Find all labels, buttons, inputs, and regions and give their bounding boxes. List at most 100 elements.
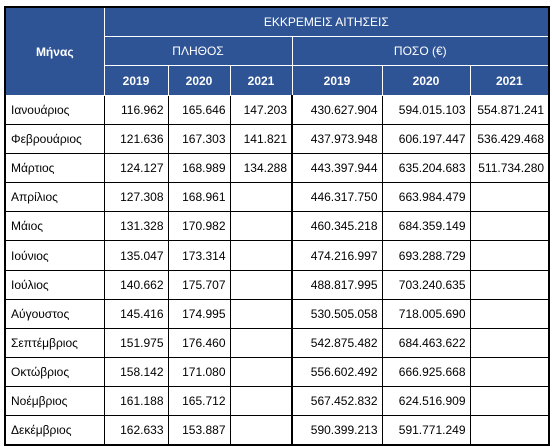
month-column-header: Μήνας <box>4 6 105 96</box>
amount-year-header: 2019 <box>291 65 383 96</box>
amount-cell: 488.817.995 <box>291 269 383 300</box>
table-row: Μάιος 131.328 170.982 460.345.218 684.359.14… <box>4 211 551 242</box>
amount-cell: 530.505.058 <box>291 298 383 329</box>
amount-cell <box>469 356 551 387</box>
amount-cell: 437.973.948 <box>291 124 383 155</box>
month-cell: Μάρτιος <box>4 153 105 184</box>
month-cell: Νοέμβριος <box>4 385 105 417</box>
count-cell <box>229 182 293 213</box>
count-cell <box>229 298 293 329</box>
count-cell <box>229 385 293 417</box>
month-cell: Φεβρουάριος <box>4 124 105 155</box>
amount-cell <box>469 211 551 242</box>
count-cell: 145.416 <box>103 298 169 329</box>
table-row: Νοέμβριος 161.188 165.712 567.452.832 624.51… <box>4 385 551 417</box>
amount-cell: 703.240.635 <box>381 269 471 300</box>
count-cell: 135.047 <box>103 240 169 271</box>
count-cell: 162.633 <box>103 415 169 446</box>
amount-cell: 663.984.479 <box>381 182 471 213</box>
month-cell: Ιούνιος <box>4 240 105 271</box>
count-cell: 134.288 <box>229 153 293 184</box>
month-cell: Απρίλιος <box>4 182 105 213</box>
table-body: Ιανουάριος 116.962 165.646 147.203 430.627.9… <box>4 94 551 446</box>
month-cell: Σεπτέμβριος <box>4 327 105 358</box>
count-cell: 121.636 <box>103 124 169 155</box>
count-cell: 165.646 <box>167 94 231 126</box>
amount-cell: 567.452.832 <box>291 385 383 417</box>
amount-cell <box>469 415 551 446</box>
amount-cell: 590.399.213 <box>291 415 383 446</box>
table-row: Φεβρουάριος 121.636 167.303 141.821 437.973.… <box>4 124 551 155</box>
month-cell: Οκτώβριος <box>4 356 105 387</box>
table-row: Σεπτέμβριος 151.975 176.460 542.875.482 684.… <box>4 327 551 358</box>
count-cell <box>229 327 293 358</box>
count-cell: 153.887 <box>167 415 231 446</box>
amount-cell <box>469 385 551 417</box>
count-cell <box>229 269 293 300</box>
amount-cell <box>469 327 551 358</box>
table-row: Αύγουστος 145.416 174.995 530.505.058 718.00… <box>4 298 551 329</box>
count-cell: 171.080 <box>167 356 231 387</box>
amount-cell: 542.875.482 <box>291 327 383 358</box>
amount-cell: 684.463.622 <box>381 327 471 358</box>
amount-cell <box>469 269 551 300</box>
amount-cell: 556.602.492 <box>291 356 383 387</box>
count-cell: 167.303 <box>167 124 231 155</box>
table-row: Ιούνιος 135.047 173.314 474.216.997 693.288.… <box>4 240 551 271</box>
count-cell: 147.203 <box>229 94 293 126</box>
pending-applications-header: ΕΚΚΡΕΜΕΙΣ ΑΙΤΗΣΕΙΣ <box>103 6 551 37</box>
count-cell <box>229 415 293 446</box>
amount-header: ΠΟΣΟ (€) <box>291 36 551 66</box>
count-cell: 168.989 <box>167 153 231 184</box>
amount-cell <box>469 240 551 271</box>
amount-cell <box>469 182 551 213</box>
amount-cell: 591.771.249 <box>381 415 471 446</box>
amount-cell: 635.204.683 <box>381 153 471 184</box>
count-cell: 176.460 <box>167 327 231 358</box>
count-cell: 174.995 <box>167 298 231 329</box>
month-cell: Δεκέμβριος <box>4 415 105 446</box>
amount-cell: 446.317.750 <box>291 182 383 213</box>
table-row: Μάρτιος 124.127 168.989 134.288 443.397.944 6… <box>4 153 551 184</box>
count-header: ΠΛΗΘΟΣ <box>103 36 293 66</box>
amount-cell: 554.871.241 <box>469 94 551 126</box>
amount-cell: 693.288.729 <box>381 240 471 271</box>
amount-cell: 666.925.668 <box>381 356 471 387</box>
count-year-header: 2020 <box>167 65 231 96</box>
month-cell: Ιανουάριος <box>4 94 105 126</box>
count-cell: 158.142 <box>103 356 169 387</box>
count-cell <box>229 211 293 242</box>
count-cell: 124.127 <box>103 153 169 184</box>
amount-cell: 536.429.468 <box>469 124 551 155</box>
amount-cell <box>469 298 551 329</box>
amount-cell: 624.516.909 <box>381 385 471 417</box>
amount-cell: 460.345.218 <box>291 211 383 242</box>
amount-cell: 430.627.904 <box>291 94 383 126</box>
table-row: Ιανουάριος 116.962 165.646 147.203 430.627.9… <box>4 94 551 126</box>
count-year-header: 2019 <box>103 65 169 96</box>
pending-applications-table: Μήνας ΕΚΚΡΕΜΕΙΣ ΑΙΤΗΣΕΙΣ ΠΛΗΘΟΣ ΠΟΣΟ (€)… <box>4 6 551 446</box>
amount-year-header: 2021 <box>469 65 551 96</box>
count-cell: 131.328 <box>103 211 169 242</box>
amount-cell: 594.015.103 <box>381 94 471 126</box>
count-cell <box>229 356 293 387</box>
table-row: Δεκέμβριος 162.633 153.887 590.399.213 591.7… <box>4 415 551 446</box>
count-cell <box>229 240 293 271</box>
table-row: Απρίλιος 127.308 168.961 446.317.750 663.984… <box>4 182 551 213</box>
count-cell: 151.975 <box>103 327 169 358</box>
count-cell: 140.662 <box>103 269 169 300</box>
month-cell: Ιούλιος <box>4 269 105 300</box>
count-cell: 173.314 <box>167 240 231 271</box>
count-cell: 161.188 <box>103 385 169 417</box>
amount-cell: 511.734.280 <box>469 153 551 184</box>
count-year-header: 2021 <box>229 65 293 96</box>
amount-cell: 684.359.149 <box>381 211 471 242</box>
count-cell: 168.961 <box>167 182 231 213</box>
count-cell: 175.707 <box>167 269 231 300</box>
month-cell: Αύγουστος <box>4 298 105 329</box>
count-cell: 127.308 <box>103 182 169 213</box>
amount-cell: 443.397.944 <box>291 153 383 184</box>
amount-cell: 474.216.997 <box>291 240 383 271</box>
count-cell: 170.982 <box>167 211 231 242</box>
count-cell: 116.962 <box>103 94 169 126</box>
